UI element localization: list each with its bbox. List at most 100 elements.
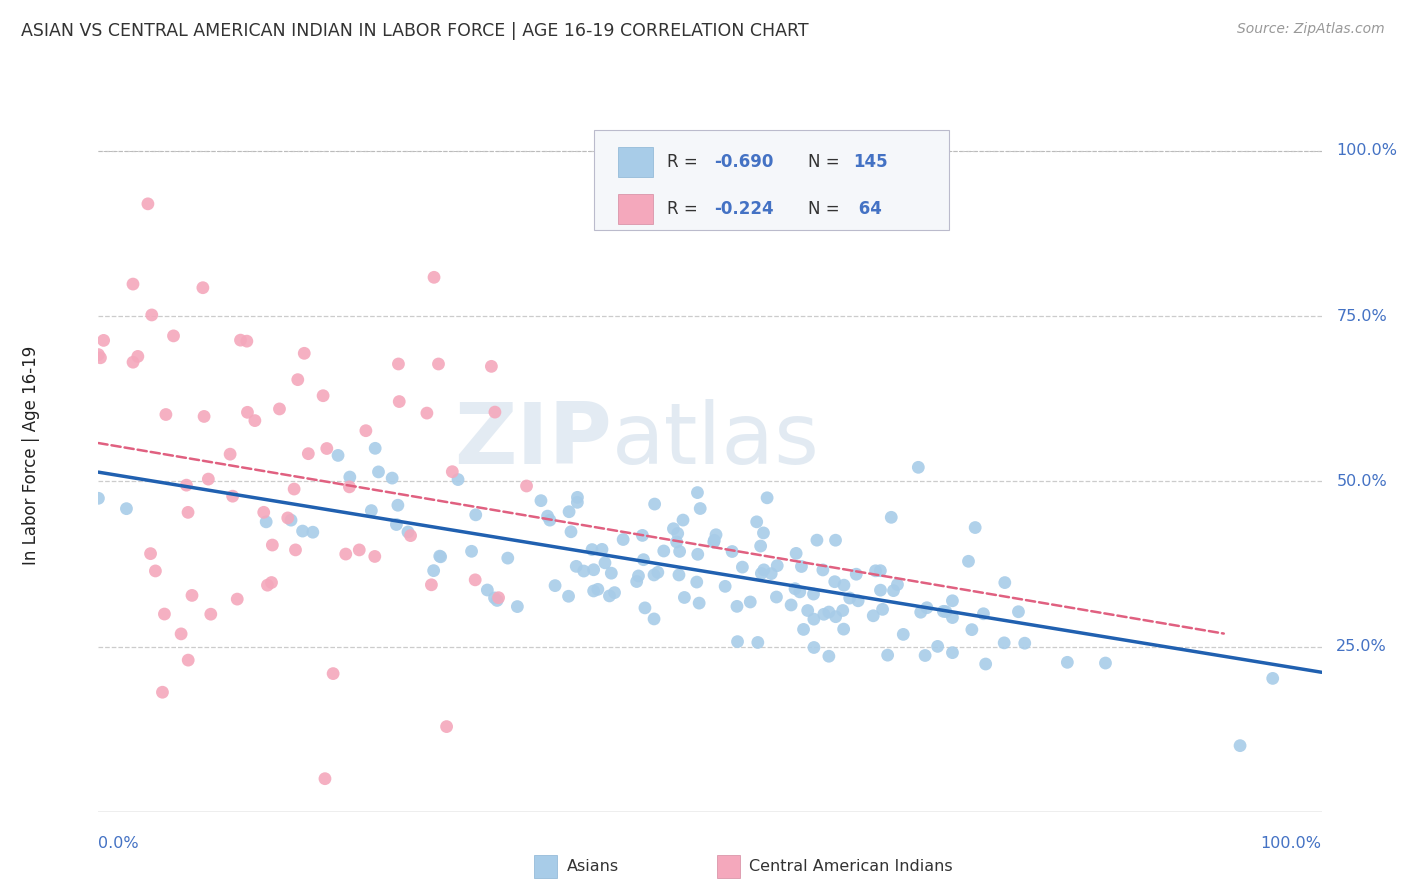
Point (115, 501, 138, 516)
Point (914, 648, 936, 663)
Text: 145: 145 (853, 153, 887, 171)
Point (1094, 656, 1116, 670)
Point (388, 394, 411, 409)
Point (811, 563, 834, 577)
Point (818, 605, 841, 619)
Text: Central American Indians: Central American Indians (749, 859, 953, 873)
Point (396, 524, 419, 539)
Point (221, 489, 243, 503)
Point (862, 608, 884, 623)
Text: 64: 64 (853, 200, 882, 218)
Point (326, 449, 349, 463)
Point (644, 497, 666, 511)
Point (558, 505, 581, 519)
Point (429, 549, 451, 563)
Point (686, 547, 709, 561)
Point (882, 583, 904, 598)
Point (477, 582, 499, 597)
Point (703, 533, 725, 548)
Point (484, 591, 506, 605)
Text: In Labor Force | Age 16-19: In Labor Force | Age 16-19 (22, 345, 41, 565)
Point (869, 583, 891, 598)
Point (785, 546, 807, 560)
Text: 100.0%: 100.0% (1336, 144, 1398, 159)
Point (731, 560, 754, 574)
Point (381, 471, 404, 485)
Point (686, 485, 709, 500)
Point (631, 528, 654, 542)
Text: R =: R = (668, 153, 703, 171)
Point (280, 513, 302, 527)
Point (387, 498, 409, 512)
Point (399, 528, 422, 542)
Point (136, 197, 159, 211)
Point (560, 524, 582, 539)
Point (876, 648, 898, 662)
Point (335, 547, 357, 561)
Point (1056, 656, 1078, 670)
Point (387, 357, 409, 371)
Point (422, 564, 444, 578)
Point (880, 510, 903, 524)
Point (752, 563, 775, 577)
Point (749, 539, 772, 553)
Point (886, 577, 908, 591)
Point (287, 373, 309, 387)
Point (139, 547, 162, 561)
Point (591, 542, 613, 557)
Point (915, 600, 938, 615)
Point (291, 524, 314, 538)
Point (838, 591, 860, 605)
Point (1014, 636, 1036, 650)
Point (824, 609, 846, 624)
Point (262, 538, 284, 552)
Point (796, 603, 818, 617)
Point (515, 479, 537, 493)
Point (582, 584, 605, 599)
Point (941, 610, 963, 624)
Point (181, 588, 204, 602)
Text: 75.0%: 75.0% (1336, 309, 1388, 324)
Point (284, 542, 307, 557)
Point (322, 666, 344, 681)
Point (536, 509, 558, 524)
Point (789, 585, 811, 599)
Point (292, 346, 315, 360)
Text: atlas: atlas (612, 399, 820, 483)
Point (538, 513, 561, 527)
Point (200, 607, 222, 622)
Point (957, 554, 980, 568)
Point (668, 544, 690, 558)
Point (1007, 605, 1029, 619)
Point (647, 566, 669, 580)
Point (688, 596, 710, 610)
Point (745, 515, 768, 529)
Bar (619, 194, 652, 224)
Point (464, 573, 486, 587)
Point (666, 526, 689, 541)
Point (832, 622, 855, 636)
Point (193, 409, 215, 424)
Point (420, 578, 443, 592)
Point (941, 594, 963, 608)
Point (803, 640, 825, 655)
Point (865, 564, 887, 578)
Point (544, 579, 567, 593)
Text: R =: R = (668, 200, 703, 218)
Point (447, 473, 470, 487)
Point (910, 605, 932, 619)
Point (965, 520, 987, 534)
Point (993, 636, 1015, 650)
Point (339, 480, 361, 494)
Point (283, 482, 305, 496)
Text: 50.0%: 50.0% (1336, 474, 1388, 489)
Point (141, 308, 163, 322)
Text: 100.0%: 100.0% (1261, 837, 1322, 851)
Point (974, 657, 997, 671)
Point (87, 491, 110, 506)
Point (565, 559, 588, 574)
Point (824, 533, 846, 548)
Point (464, 508, 486, 522)
Point (243, 414, 266, 428)
Point (256, 578, 278, 592)
